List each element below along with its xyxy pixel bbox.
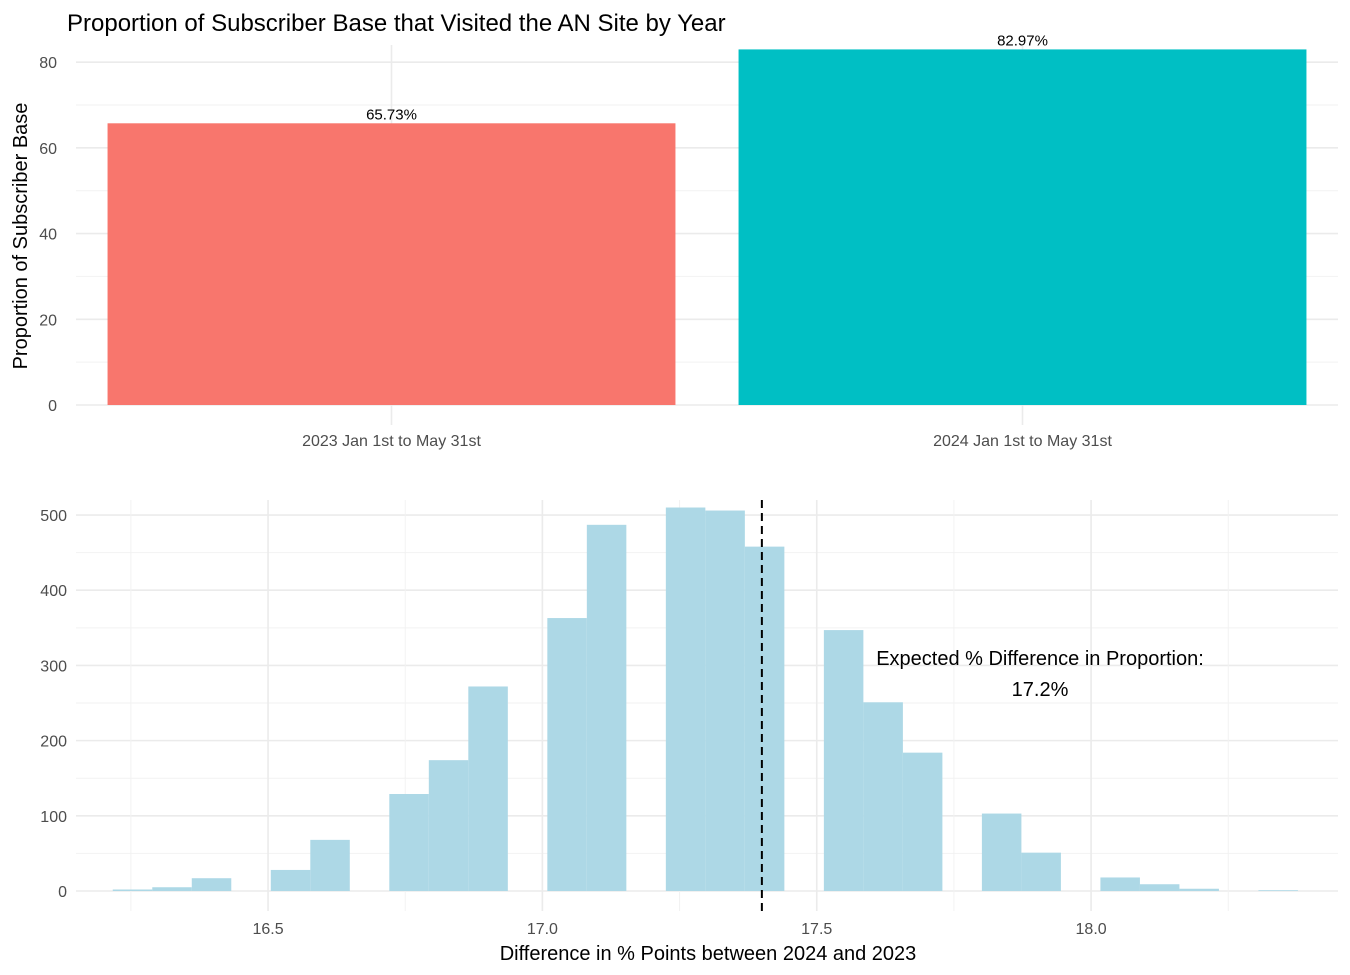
bottom-y-tick-label: 500 <box>40 508 67 525</box>
histogram-bin-4 <box>270 869 311 891</box>
histogram-bin-16 <box>902 752 943 891</box>
histogram-bin-3 <box>191 878 232 891</box>
top-data-labels: 65.73% 82.97% <box>366 32 1048 123</box>
bottom-x-tick-label: 17.5 <box>801 921 832 938</box>
bottom-y-tick-label: 400 <box>40 583 67 600</box>
bottom-y-tick-label: 200 <box>40 734 67 751</box>
top-y-tick-label: 40 <box>39 227 57 244</box>
histogram-bin-12 <box>705 510 745 891</box>
histogram-bin-11 <box>665 507 706 891</box>
histogram-bin-19 <box>1100 877 1140 891</box>
histogram-bin-1 <box>112 889 153 891</box>
top-y-tick-label: 20 <box>39 312 57 329</box>
histogram-bin-20 <box>1139 884 1180 891</box>
top-x-tick-label: 2023 Jan 1st to May 31st <box>302 433 481 450</box>
histogram-bin-7 <box>428 760 469 891</box>
histogram-bin-2 <box>152 887 192 891</box>
bottom-x-ticks: 16.5 17.0 17.5 18.0 <box>252 921 1106 938</box>
top-panel: Proportion of Subscriber Base that Visit… <box>10 10 1338 450</box>
top-x-tick-label: 2024 Jan 1st to May 31st <box>933 433 1112 450</box>
histogram-bin-13 <box>744 546 785 891</box>
histogram-bin-10 <box>586 524 627 891</box>
histogram-bars <box>112 507 1298 891</box>
bottom-y-tick-label: 0 <box>58 884 67 901</box>
bar-2 <box>738 49 1307 406</box>
annotation-line1: Expected % Difference in Proportion: <box>876 648 1204 670</box>
annotation-line2: 17.2% <box>1012 679 1069 701</box>
bar-label-2: 82.97% <box>997 32 1048 49</box>
histogram-bin-9 <box>547 618 587 891</box>
bar-1 <box>107 123 676 406</box>
top-y-ticks: 0 20 40 60 80 <box>39 55 57 415</box>
bottom-y-ticks: 0 100 200 300 400 500 <box>40 508 67 901</box>
histogram-bin-21 <box>1179 888 1219 891</box>
bottom-y-tick-label: 300 <box>40 658 67 675</box>
histogram-bin-8 <box>468 686 508 891</box>
bottom-x-axis-title: Difference in % Points between 2024 and … <box>500 943 917 965</box>
bottom-x-tick-label: 17.0 <box>527 921 558 938</box>
top-y-tick-label: 0 <box>48 398 57 415</box>
histogram-bin-15 <box>863 702 903 891</box>
bottom-x-tick-label: 18.0 <box>1076 921 1107 938</box>
bottom-panel: Expected % Difference in Proportion: 17.… <box>40 500 1338 965</box>
top-x-ticks: 2023 Jan 1st to May 31st 2024 Jan 1st to … <box>302 433 1112 450</box>
bottom-y-tick-label: 100 <box>40 809 67 826</box>
histogram-bin-14 <box>823 630 864 891</box>
histogram-bin-18 <box>1021 852 1061 891</box>
top-y-tick-label: 60 <box>39 141 57 158</box>
top-chart-title: Proportion of Subscriber Base that Visit… <box>67 10 726 37</box>
top-y-tick-label: 80 <box>39 55 57 72</box>
histogram-bin-22 <box>1258 890 1298 891</box>
histogram-bin-5 <box>310 839 350 891</box>
histogram-bin-6 <box>389 794 429 891</box>
bottom-x-tick-label: 16.5 <box>252 921 283 938</box>
top-bars <box>107 49 1307 406</box>
histogram-bin-17 <box>981 813 1022 891</box>
top-y-axis-title: Proportion of Subscriber Base <box>10 103 32 370</box>
bar-label-1: 65.73% <box>366 106 417 123</box>
